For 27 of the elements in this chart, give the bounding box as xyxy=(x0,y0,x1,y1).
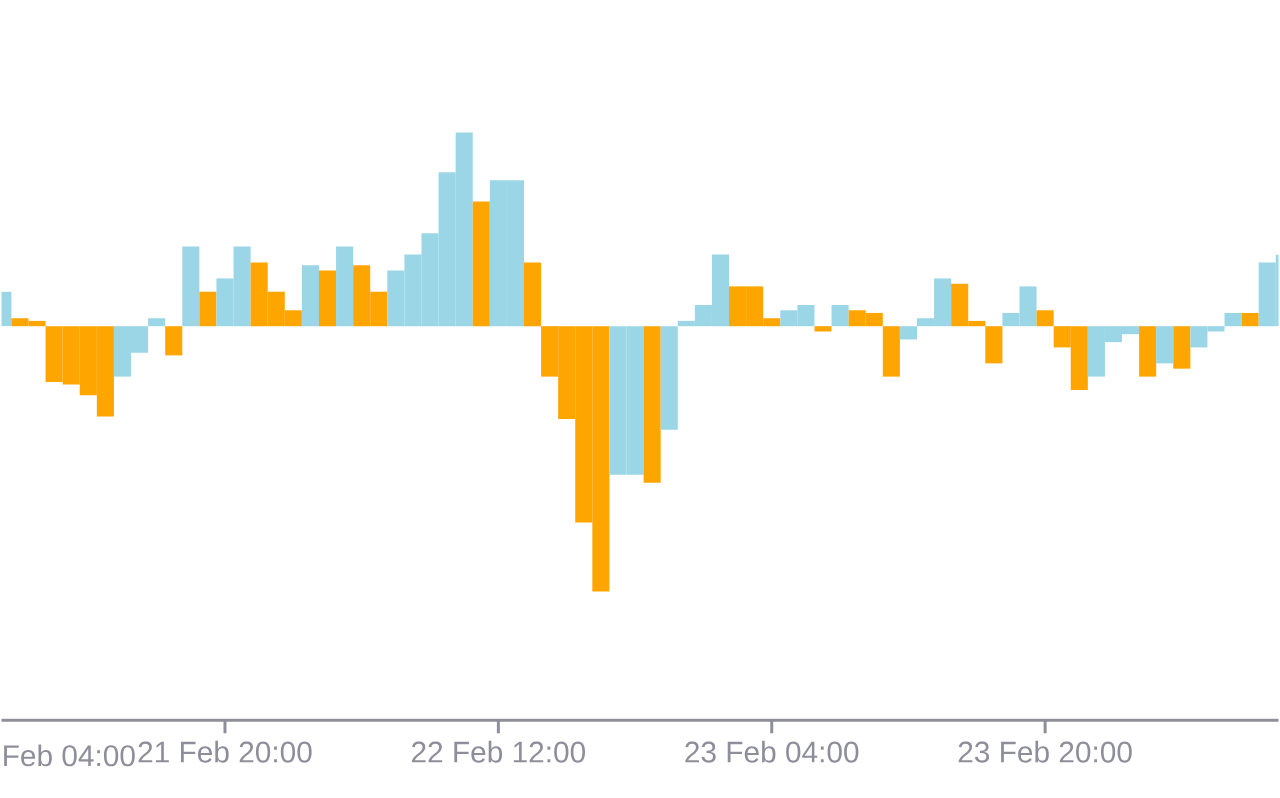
bar xyxy=(1241,312,1259,327)
bar xyxy=(660,326,678,430)
bar xyxy=(899,326,917,340)
bar xyxy=(1139,326,1157,377)
bar xyxy=(336,246,354,327)
bar xyxy=(524,262,542,327)
bar xyxy=(814,326,832,332)
x-tick-label: 23 Feb 20:00 xyxy=(958,740,1132,763)
text: Feb 04:00 xyxy=(4,744,135,767)
bar xyxy=(1156,326,1174,364)
bar xyxy=(1173,326,1191,369)
bar xyxy=(148,318,166,327)
bar xyxy=(1036,310,1054,327)
bar xyxy=(199,291,217,327)
bar xyxy=(882,326,900,377)
bar xyxy=(318,270,337,327)
x-tick-label: 22 Feb 12:00 xyxy=(412,740,586,763)
x-tick-label: 21 Feb 20:00 xyxy=(138,740,312,763)
bar xyxy=(831,304,849,327)
bar xyxy=(165,326,183,356)
bar xyxy=(182,246,200,327)
bar xyxy=(643,326,661,483)
bar xyxy=(985,326,1003,364)
bar xyxy=(301,265,319,327)
x-tick-label: 23 Feb 04:00 xyxy=(685,740,859,763)
bar xyxy=(472,201,490,327)
bar xyxy=(1224,312,1242,327)
